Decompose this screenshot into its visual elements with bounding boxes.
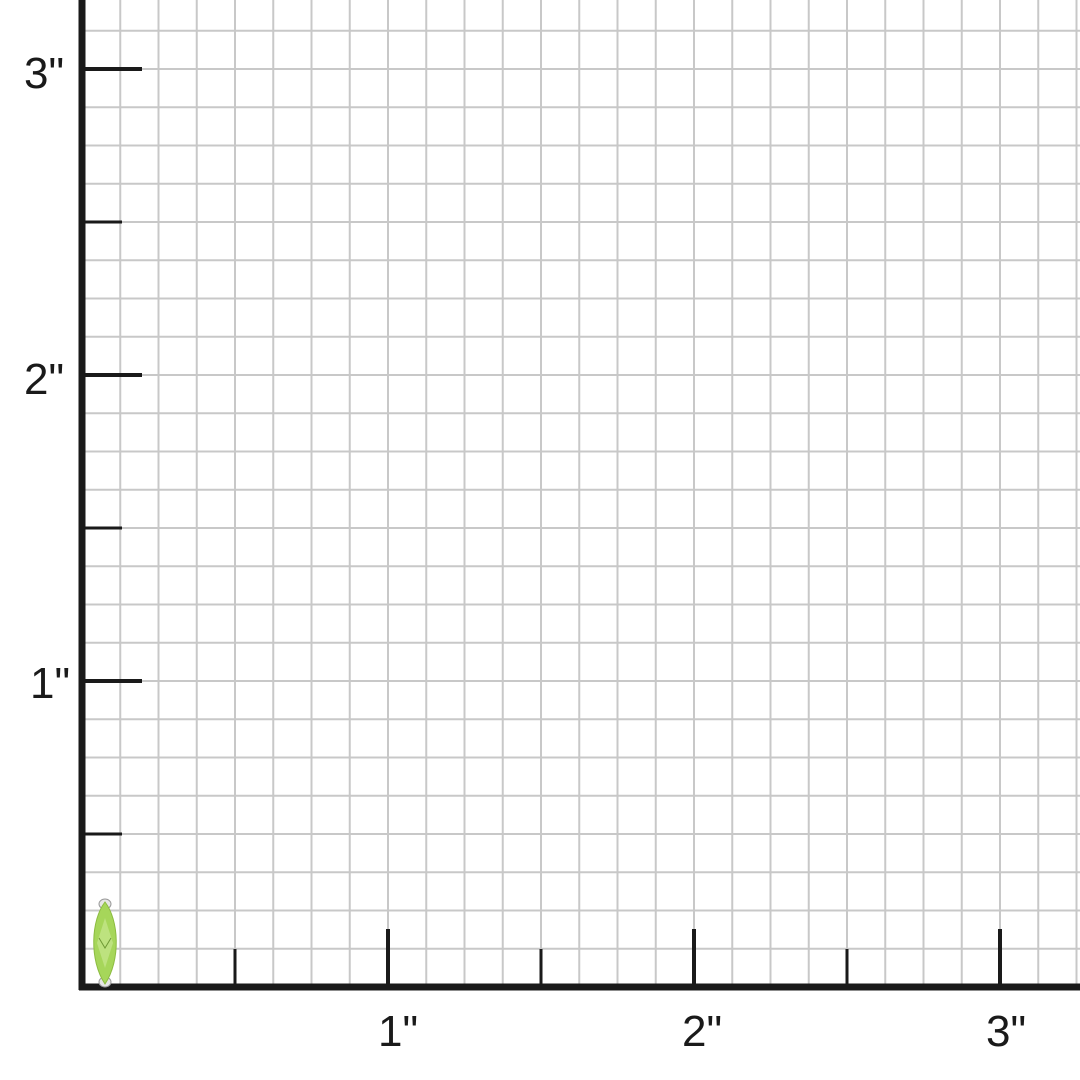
x-label-3: 3" bbox=[986, 1007, 1027, 1056]
x-label-1: 1" bbox=[378, 1007, 419, 1056]
y-label-3: 3" bbox=[24, 49, 65, 98]
marquise-gemstone-icon bbox=[93, 898, 117, 988]
y-label-1: 1" bbox=[30, 659, 71, 708]
y-label-2: 2" bbox=[24, 355, 65, 404]
x-label-2: 2" bbox=[682, 1007, 723, 1056]
